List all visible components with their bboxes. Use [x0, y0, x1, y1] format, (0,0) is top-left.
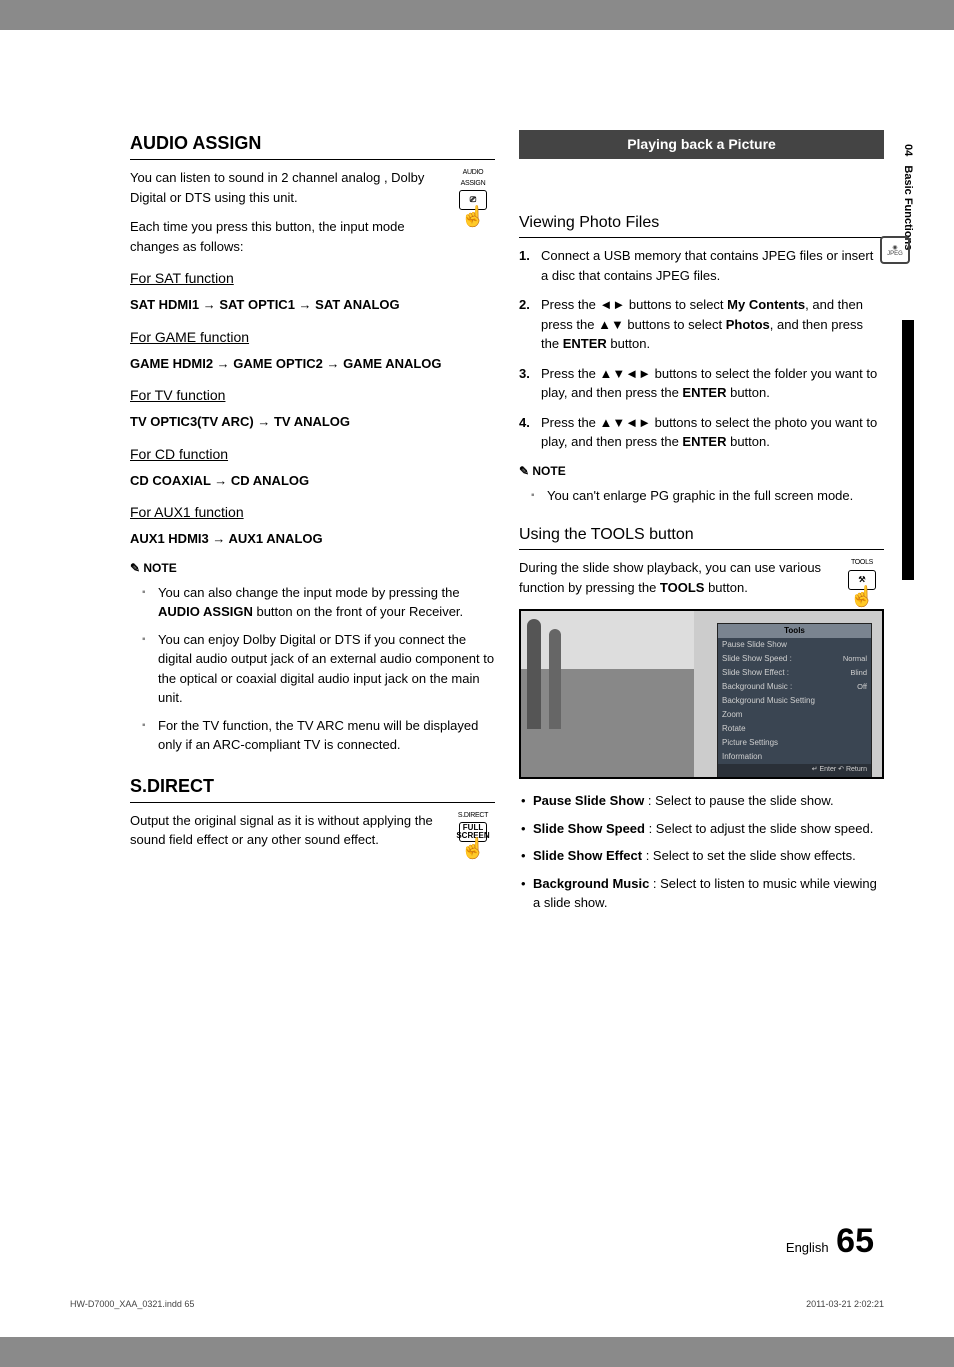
footer-file: HW-D7000_XAA_0321.indd 65: [70, 1299, 194, 1309]
tools-menu-row: Pause Slide Show: [718, 638, 871, 652]
cd-heading: For CD function: [130, 444, 495, 465]
opt-bgmusic: Background Music : Select to listen to m…: [519, 874, 884, 913]
game-heading: For GAME function: [130, 327, 495, 348]
playing-picture-banner: Playing back a Picture: [519, 130, 884, 159]
tools-menu-rows: Pause Slide ShowSlide Show Speed :Normal…: [718, 638, 871, 764]
sat-heading: For SAT function: [130, 268, 495, 289]
tools-menu-row: Background Music :Off: [718, 680, 871, 694]
tools-options-list: Pause Slide Show : Select to pause the s…: [519, 791, 884, 913]
sdirect-p: Output the original signal as it is with…: [130, 811, 495, 850]
tools-menu-row: Picture Settings: [718, 736, 871, 750]
tools-osd-menu: Tools Pause Slide ShowSlide Show Speed :…: [717, 623, 872, 778]
viewing-heading: Viewing Photo Files: [519, 211, 884, 238]
side-black-bar: [902, 320, 914, 580]
right-column: Playing back a Picture Viewing Photo Fil…: [519, 130, 884, 921]
aux-sequence: AUX1 HDMI3 → AUX1 ANALOG: [130, 529, 495, 549]
tv-sequence: TV OPTIC3(TV ARC) → TV ANALOG: [130, 412, 495, 432]
game-sequence: GAME HDMI2 → GAME OPTIC2 → GAME ANALOG: [130, 354, 495, 374]
opt-effect: Slide Show Effect : Select to set the sl…: [519, 846, 884, 866]
footer-page-number: 65: [836, 1222, 874, 1260]
cd-sequence: CD COAXIAL → CD ANALOG: [130, 471, 495, 491]
step-4: Press the ▲▼◄► buttons to select the pho…: [519, 413, 884, 452]
hand-pointer-icon: ☝: [840, 591, 884, 603]
footer-lang: English: [786, 1240, 829, 1255]
tools-menu-row: Information: [718, 750, 871, 764]
hand-pointer-icon: ☝: [451, 211, 495, 223]
tools-menu-title: Tools: [718, 624, 871, 638]
audio-assign-button-icon: AUDIO ASSIGN ⎚ ☝: [451, 168, 495, 223]
viewing-note-1: You can't enlarge PG graphic in the full…: [535, 486, 884, 506]
opt-speed: Slide Show Speed : Select to adjust the …: [519, 819, 884, 839]
step-3: Press the ▲▼◄► buttons to select the fol…: [519, 364, 884, 403]
manual-page: 04 Basic Functions ◉ JPEG AUDIO ASSIGN A…: [0, 30, 954, 1337]
side-chapter-tab: 04 Basic Functions: [902, 144, 914, 250]
viewing-note-label: NOTE: [519, 462, 884, 480]
tools-button-icon: TOOLS ⚒ ☝: [840, 558, 884, 603]
audio-assign-icon-label: AUDIO ASSIGN: [451, 168, 495, 189]
tools-heading: Using the TOOLS button: [519, 523, 884, 550]
audio-assign-p2: Each time you press this button, the inp…: [130, 217, 495, 256]
tools-menu-row: Slide Show Speed :Normal: [718, 652, 871, 666]
tools-menu-footer: ↵ Enter ↶ Return: [718, 764, 871, 777]
sat-sequence: SAT HDMI1 → SAT OPTIC1 → SAT ANALOG: [130, 295, 495, 315]
tools-menu-row: Background Music Setting: [718, 694, 871, 708]
viewing-notes-list: You can't enlarge PG graphic in the full…: [519, 486, 884, 506]
tools-menu-screenshot: Tools Pause Slide ShowSlide Show Speed :…: [519, 609, 884, 779]
audio-note-2: You can enjoy Dolby Digital or DTS if yo…: [146, 630, 495, 708]
hand-pointer-icon: ☝: [451, 843, 495, 855]
page-footer: English 65: [786, 1222, 874, 1261]
jpeg-badge: ◉ JPEG: [880, 236, 910, 264]
tools-p1: During the slide show playback, you can …: [519, 558, 884, 597]
jpeg-label: JPEG: [882, 251, 908, 257]
audio-note-label: NOTE: [130, 559, 495, 577]
aux-heading: For AUX1 function: [130, 502, 495, 523]
step-1: Connect a USB memory that contains JPEG …: [519, 246, 884, 285]
tools-menu-row: Rotate: [718, 722, 871, 736]
audio-note-1: You can also change the input mode by pr…: [146, 583, 495, 622]
sdirect-heading: S.DIRECT: [130, 773, 495, 803]
sdirect-button-icon: S.DIRECT FULL SCREEN ☝: [451, 811, 495, 856]
print-footer: HW-D7000_XAA_0321.indd 65 2011-03-21 2:0…: [70, 1299, 884, 1309]
audio-note-3: For the TV function, the TV ARC menu wil…: [146, 716, 495, 755]
tools-icon-label: TOOLS: [840, 558, 884, 569]
tv-heading: For TV function: [130, 385, 495, 406]
viewing-steps: Connect a USB memory that contains JPEG …: [519, 246, 884, 452]
opt-pause: Pause Slide Show : Select to pause the s…: [519, 791, 884, 811]
photo-thumbnail: [521, 611, 694, 777]
tools-menu-row: Zoom: [718, 708, 871, 722]
step-2: Press the ◄► buttons to select My Conten…: [519, 295, 884, 354]
tools-menu-row: Slide Show Effect :Blind: [718, 666, 871, 680]
jpeg-icon: ◉: [882, 244, 908, 251]
chapter-number: 04: [902, 144, 914, 156]
audio-assign-heading: AUDIO ASSIGN: [130, 130, 495, 160]
audio-assign-p1: You can listen to sound in 2 channel ana…: [130, 168, 495, 207]
sdirect-icon-label: S.DIRECT: [451, 811, 495, 822]
footer-timestamp: 2011-03-21 2:02:21: [806, 1299, 884, 1309]
audio-notes-list: You can also change the input mode by pr…: [130, 583, 495, 755]
left-column: AUDIO ASSIGN AUDIO ASSIGN ⎚ ☝ You can li…: [130, 130, 495, 921]
